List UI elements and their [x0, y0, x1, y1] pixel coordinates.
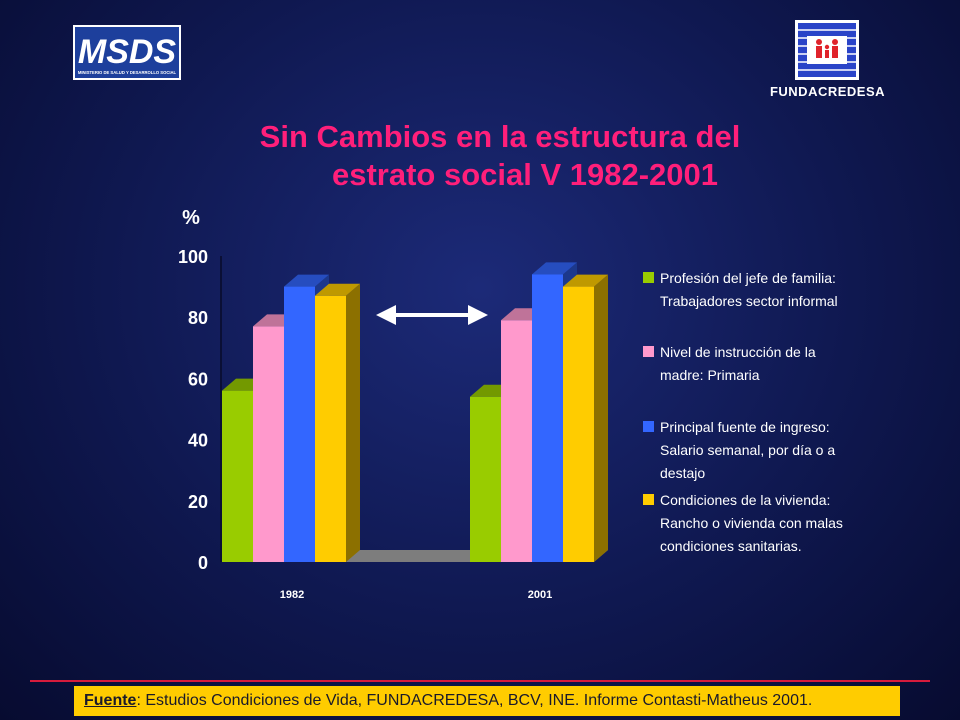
legend-swatch — [643, 346, 654, 357]
msds-logo-subtitle: MINISTERIO DE SALUD Y DESARROLLO SOCIAL — [78, 70, 177, 75]
msds-logo-text: MSDS — [78, 33, 177, 71]
legend-item: Condiciones de la vivienda: Rancho o vivi… — [643, 489, 863, 558]
legend-label: condiciones sanitarias. — [660, 538, 802, 554]
source-footer: Fuente: Estudios Condiciones de Vida, FU… — [74, 686, 900, 716]
legend-label: Salario semanal, por día o a — [660, 442, 836, 458]
bar-front — [563, 286, 594, 562]
bar-front — [284, 286, 315, 562]
fundacredesa-logo — [795, 20, 859, 80]
bar — [563, 274, 608, 562]
bar-front — [470, 396, 501, 562]
legend-label: Principal fuente de ingreso: — [660, 419, 830, 435]
msds-logo: MSDS MINISTERIO DE SALUD Y DESARROLLO SO… — [73, 25, 181, 80]
bar-top — [532, 262, 577, 275]
bar-side — [594, 274, 608, 562]
bar-front — [532, 274, 563, 562]
legend-label: Profesión del jefe de familia: — [660, 270, 836, 286]
bar-front — [222, 390, 253, 562]
legend-label: destajo — [660, 465, 706, 481]
double-arrow — [376, 305, 488, 325]
y-tick-label: 60 — [188, 369, 208, 389]
legend-item: Profesión del jefe de familia: Trabajador… — [643, 267, 863, 313]
y-tick-label: 80 — [188, 308, 208, 328]
x-tick-label: 1982 — [280, 589, 304, 601]
x-tick-label: 2001 — [528, 589, 552, 601]
y-tick-label: 40 — [188, 431, 208, 451]
fundacredesa-label: FUNDACREDESA — [769, 84, 886, 99]
legend-label: madre: Primaria — [660, 367, 760, 383]
bar-front — [501, 320, 532, 562]
legend-label: Rancho o vivienda con malas — [660, 515, 843, 531]
title-line-1: Sin Cambios en la estructura del — [259, 119, 741, 154]
legend-label: Nivel de instrucción de la — [660, 344, 816, 360]
bar-top — [284, 274, 329, 287]
source-label: Fuente — [84, 692, 137, 709]
legend-label: Condiciones de la vivienda: — [660, 492, 831, 508]
bar — [315, 283, 360, 562]
y-tick-label: 20 — [188, 492, 208, 512]
y-tick-labels: 0 20 40 60 80 100 — [178, 247, 208, 573]
bar-side — [346, 283, 360, 562]
y-tick-label: 0 — [198, 553, 208, 573]
footer-divider — [30, 680, 930, 682]
legend-label: Trabajadores sector informal — [660, 293, 838, 309]
source-text: : Estudios Condiciones de Vida, FUNDACRE… — [136, 692, 813, 709]
bar-front — [315, 295, 346, 562]
y-tick-label: 100 — [178, 247, 208, 267]
x-tick-labels: 1982 2001 — [280, 589, 552, 601]
legend-item: Principal fuente de ingreso: Salario sema… — [643, 416, 863, 485]
bar-top — [315, 283, 360, 296]
y-axis-label: % — [182, 207, 200, 229]
legend-swatch — [643, 421, 654, 432]
bars — [222, 262, 608, 562]
legend-swatch — [643, 494, 654, 505]
bar-front — [253, 326, 284, 562]
legend-swatch — [643, 272, 654, 283]
slide-title: Sin Cambios en la estructura del estrato… — [160, 118, 840, 194]
legend-item: Nivel de instrucción de la madre: Primari… — [643, 341, 863, 387]
bar-top — [563, 274, 608, 287]
title-line-2: estrato social V 1982-2001 — [331, 157, 719, 192]
